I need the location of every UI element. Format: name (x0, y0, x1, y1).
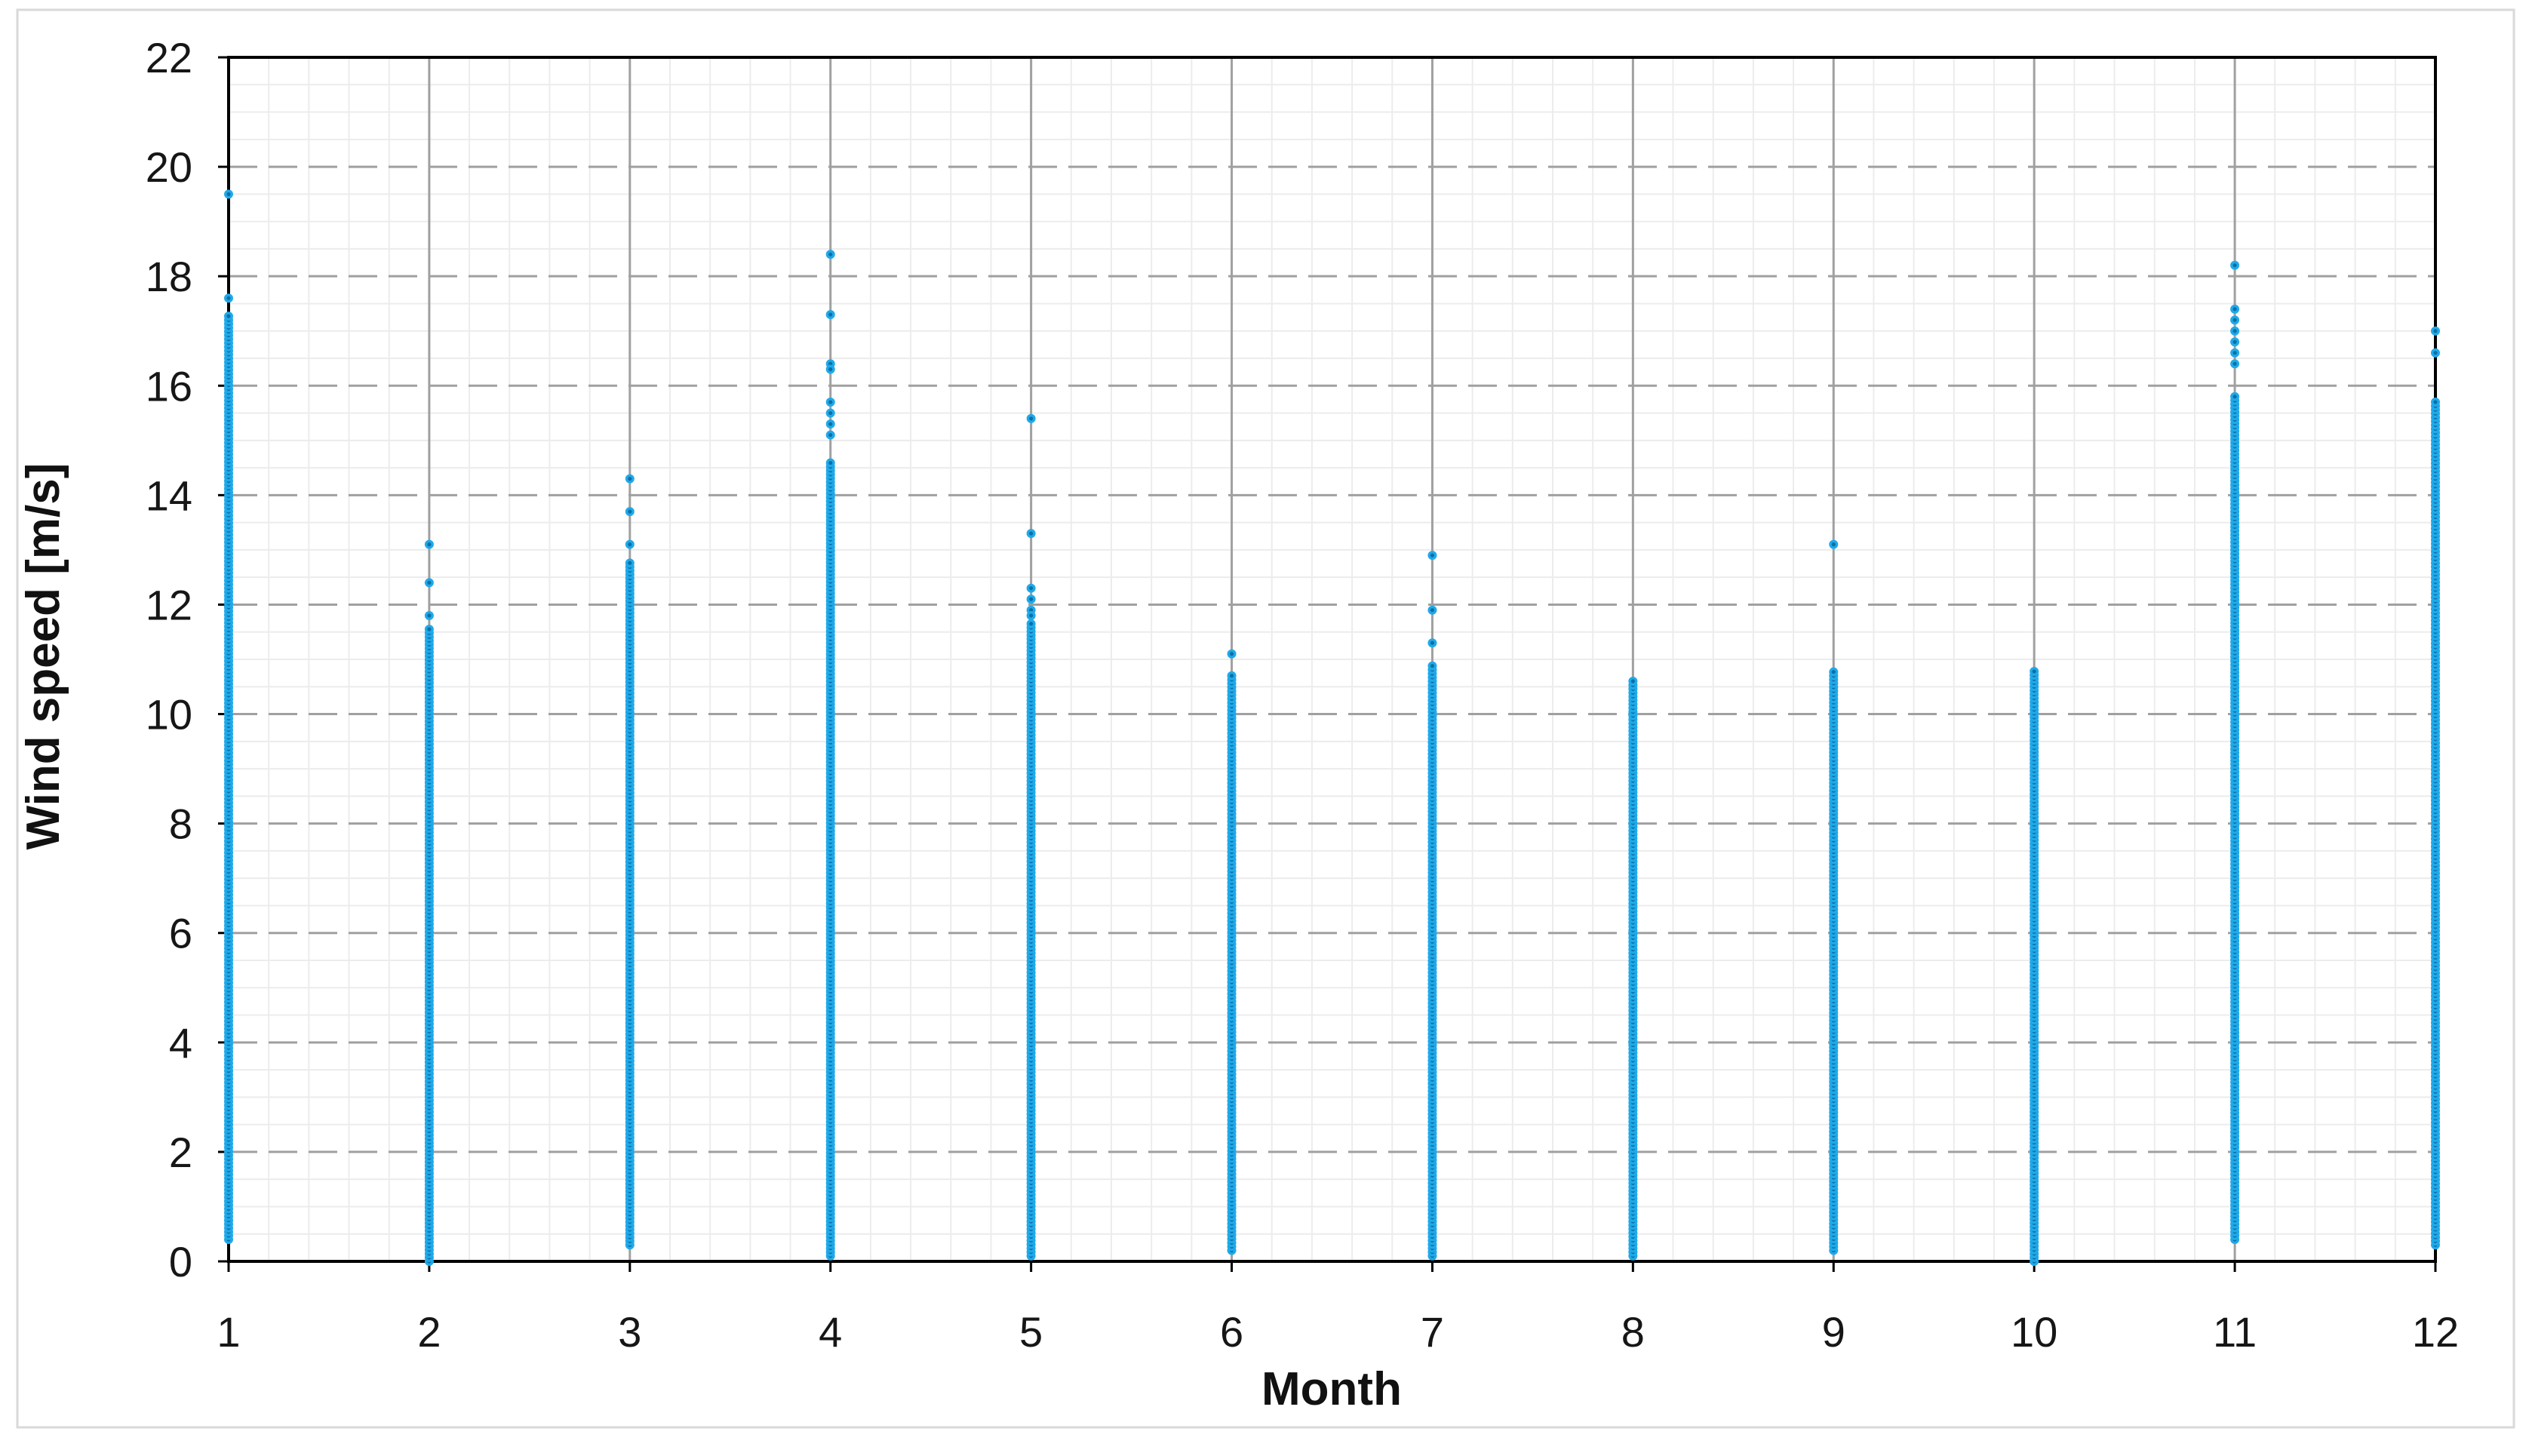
minor-gridlines (229, 57, 2435, 1261)
x-axis-tick-labels: 1 2 3 4 5 6 7 8 9 10 11 12 (217, 1308, 2459, 1356)
chart-object-border (16, 8, 2515, 1429)
y-tick-label: 20 (146, 143, 192, 191)
data-point (2030, 666, 2039, 676)
data-point (2230, 260, 2240, 270)
y-axis-tick-labels: 0 2 4 6 8 10 12 14 16 18 20 22 (146, 34, 192, 1286)
scatter-points (224, 189, 2440, 1266)
data-point (2230, 326, 2240, 336)
data-point (1829, 539, 1839, 549)
data-point (1427, 638, 1437, 648)
x-tick-label: 5 (1019, 1308, 1043, 1356)
x-axis-title: Month (1261, 1363, 1402, 1415)
y-tick-label: 4 (169, 1019, 192, 1067)
data-point (625, 507, 635, 517)
data-point (825, 408, 835, 418)
x-tick-label: 1 (217, 1308, 240, 1356)
data-point (625, 539, 635, 549)
y-tick-label: 6 (169, 910, 192, 957)
data-point (1026, 619, 1036, 628)
data-point (1227, 671, 1237, 680)
y-tick-label: 14 (146, 472, 192, 519)
data-point (424, 625, 434, 634)
data-point (625, 558, 635, 568)
data-point (1026, 413, 1036, 423)
x-tick-label: 9 (1822, 1308, 1845, 1356)
y-tick-label: 16 (146, 362, 192, 410)
data-point (2230, 315, 2240, 325)
data-point (1628, 677, 1638, 687)
y-axis-title: Wind speed [m/s] (17, 463, 69, 850)
data-point (2230, 359, 2240, 369)
x-tick-label: 12 (2412, 1308, 2459, 1356)
data-point (2430, 326, 2440, 336)
data-point (424, 539, 434, 549)
data-point (224, 189, 234, 199)
data-point (1427, 661, 1437, 671)
data-point (2230, 304, 2240, 314)
data-point (825, 364, 835, 374)
y-tick-label: 0 (169, 1238, 192, 1286)
y-tick-label: 12 (146, 581, 192, 628)
data-point (224, 312, 234, 321)
x-tick-label: 11 (2213, 1308, 2257, 1356)
data-point (625, 474, 635, 484)
x-tick-label: 2 (417, 1308, 441, 1356)
data-point (825, 419, 835, 429)
data-point (424, 610, 434, 620)
data-point (825, 458, 835, 468)
x-tick-label: 3 (618, 1308, 641, 1356)
data-point (1227, 649, 1237, 659)
y-tick-label: 8 (169, 800, 192, 848)
data-point (2230, 348, 2240, 358)
data-point (2230, 392, 2240, 401)
data-point (2430, 398, 2440, 407)
data-point (1427, 551, 1437, 561)
y-tick-label: 18 (146, 253, 192, 300)
data-point (1026, 529, 1036, 539)
x-tick-label: 7 (1421, 1308, 1444, 1356)
data-point (1829, 667, 1839, 677)
data-point (2230, 337, 2240, 347)
data-point (825, 309, 835, 319)
x-tick-label: 8 (1621, 1308, 1645, 1356)
y-tick-label: 22 (146, 34, 192, 81)
x-tick-label: 6 (1220, 1308, 1243, 1356)
data-point (825, 250, 835, 260)
data-point (224, 293, 234, 303)
y-tick-label: 10 (146, 691, 192, 739)
data-point (424, 578, 434, 588)
data-point (1026, 610, 1036, 620)
data-point (2430, 348, 2440, 358)
y-tick-label: 2 (169, 1129, 192, 1176)
data-point (825, 430, 835, 440)
x-tick-label: 4 (819, 1308, 842, 1356)
data-point (825, 398, 835, 407)
data-point (1427, 605, 1437, 615)
data-point (1026, 594, 1036, 604)
data-point (1026, 583, 1036, 593)
x-tick-label: 10 (2011, 1308, 2057, 1356)
